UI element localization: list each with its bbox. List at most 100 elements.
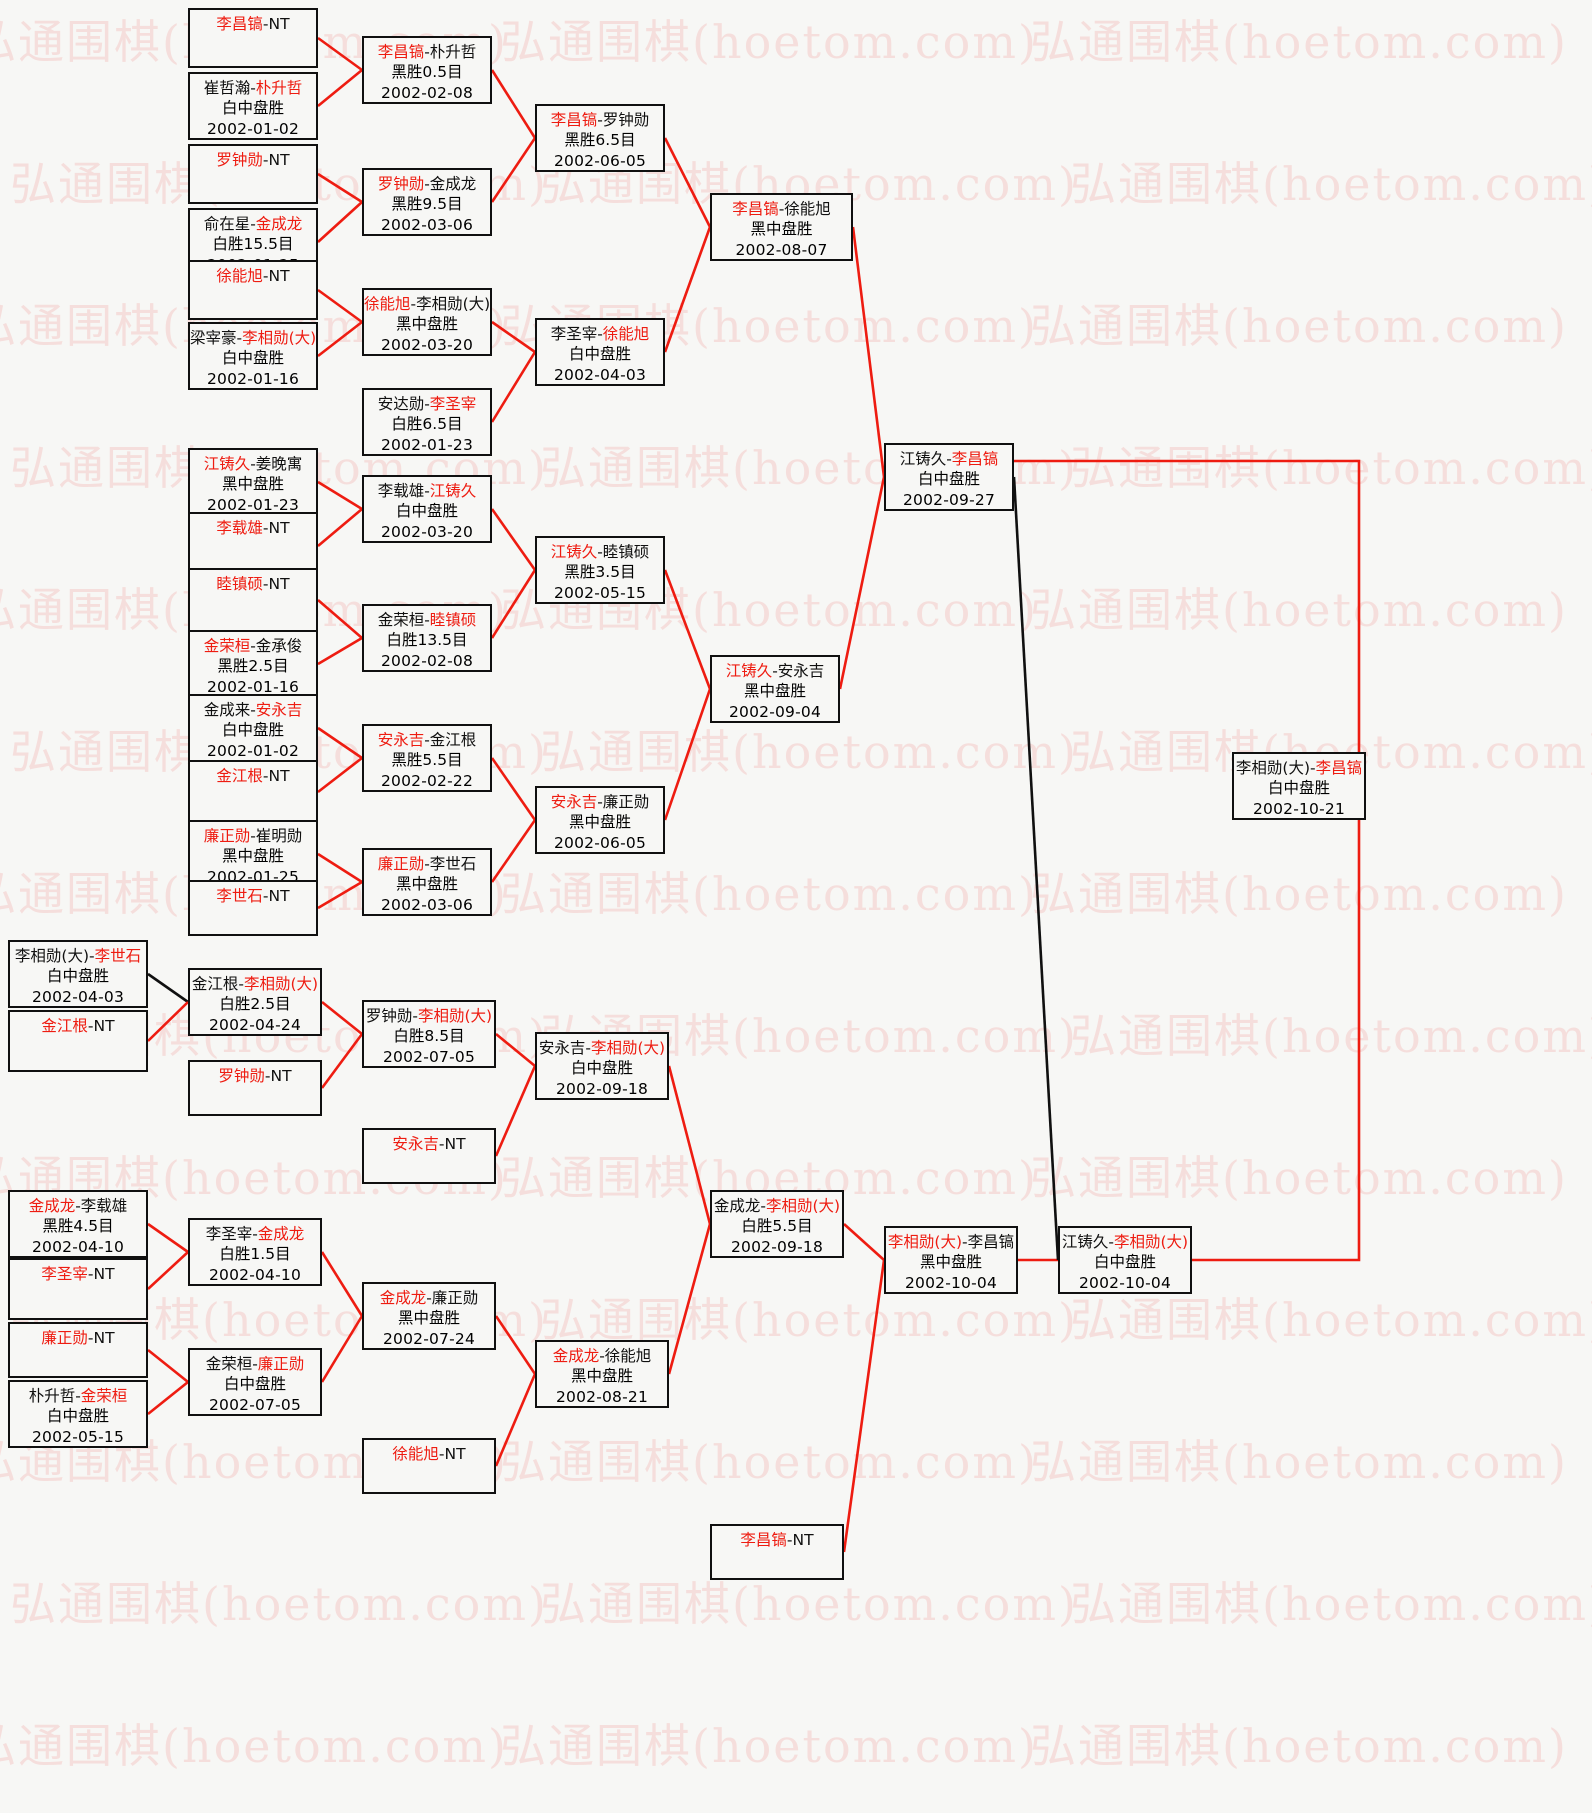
match-box[interactable]: 睦镇硕-NT xyxy=(188,568,318,632)
connector-line xyxy=(317,320,363,358)
connector-line xyxy=(851,226,886,478)
match-box[interactable]: 金江根-李相勋(大) 白胜2.5目 2002-04-24 xyxy=(188,968,322,1036)
match-result: 黑胜5.5目 xyxy=(391,751,463,770)
match-box[interactable]: 徐能旭-NT xyxy=(188,260,318,320)
match-box[interactable]: 安永吉-李相勋(大) 白中盘胜 2002-09-18 xyxy=(535,1032,669,1100)
match-date: 2002-04-24 xyxy=(208,1015,302,1034)
match-result: 黑胜3.5目 xyxy=(564,563,636,582)
match-box[interactable]: 崔哲瀚-朴升哲 白中盘胜 2002-01-02 xyxy=(188,72,318,140)
match-players: 江铸久-睦镇硕 xyxy=(550,543,650,561)
match-box[interactable]: 朴升哲-金荣桓 白中盘胜 2002-05-15 xyxy=(8,1380,148,1448)
connector-line xyxy=(317,852,363,884)
match-box[interactable]: 李世石-NT xyxy=(188,880,318,936)
match-box[interactable]: 梁宰豪-李相勋(大) 白中盘胜 2002-01-16 xyxy=(188,322,318,390)
match-box[interactable]: 江铸久-安永吉 黑中盘胜 2002-09-04 xyxy=(710,655,840,723)
match-box[interactable]: 江铸久-李相勋(大) 白中盘胜 2002-10-04 xyxy=(1058,1226,1192,1294)
match-box[interactable]: 徐能旭-NT xyxy=(362,1438,496,1494)
match-box[interactable]: 安永吉-金江根 黑胜5.5目 2002-02-22 xyxy=(362,724,492,792)
match-box[interactable]: 金成龙-廉正勋 黑中盘胜 2002-07-24 xyxy=(362,1282,496,1350)
match-box[interactable]: 江铸久-姜晚寓 黑中盘胜 2002-01-23 xyxy=(188,448,318,516)
match-players: 李相勋(大)-李昌镐 xyxy=(887,1233,1015,1251)
connector-line xyxy=(838,476,886,690)
match-box[interactable]: 廉正勋-NT xyxy=(8,1322,148,1378)
match-result: 白中盘胜 xyxy=(395,502,458,521)
match-date: 2002-01-02 xyxy=(206,119,300,138)
match-box[interactable]: 金荣桓-廉正勋 白中盘胜 2002-07-05 xyxy=(188,1348,322,1416)
match-box[interactable]: 安永吉-廉正勋 黑中盘胜 2002-06-05 xyxy=(535,786,665,854)
match-box[interactable]: 李圣宰-NT xyxy=(8,1258,148,1320)
match-box[interactable]: 罗钟勋-NT xyxy=(188,144,318,204)
connector-line xyxy=(317,599,363,639)
connector-line xyxy=(317,508,363,547)
match-players: 江铸久-李相勋(大) xyxy=(1061,1233,1189,1251)
match-box[interactable]: 李圣宰-金成龙 白胜1.5目 2002-04-10 xyxy=(188,1218,322,1286)
match-box[interactable]: 金荣桓-金承俊 黑胜2.5目 2002-01-16 xyxy=(188,630,318,698)
connector-line xyxy=(663,569,712,690)
connector-line xyxy=(490,819,537,883)
match-date: 2002-01-16 xyxy=(206,677,300,696)
match-box[interactable]: 江铸久-睦镇硕 黑胜3.5目 2002-05-15 xyxy=(535,536,665,604)
match-result: 黑中盘胜 xyxy=(395,315,458,334)
match-box[interactable]: 李圣宰-徐能旭 白中盘胜 2002-04-03 xyxy=(535,318,665,386)
match-players: 金成来-安永吉 xyxy=(203,701,303,719)
connector-line xyxy=(1012,476,1060,1261)
match-date: 2002-02-22 xyxy=(380,771,474,790)
match-box[interactable]: 李昌镐-朴升哲 黑胜0.5目 2002-02-08 xyxy=(362,36,492,104)
connector-line xyxy=(317,636,363,666)
match-players: 李昌镐-NT xyxy=(740,1531,814,1549)
match-box[interactable]: 徐能旭-李相勋(大) 黑中盘胜 2002-03-20 xyxy=(362,288,492,356)
match-players: 罗钟勋-NT xyxy=(218,1067,292,1085)
match-box[interactable]: 罗钟勋-NT xyxy=(188,1060,322,1116)
match-box[interactable]: 金成来-安永吉 白中盘胜 2002-01-02 xyxy=(188,694,318,762)
connector-line xyxy=(317,756,363,794)
match-box[interactable]: 李载雄-江铸久 白中盘胜 2002-03-20 xyxy=(362,475,492,543)
match-box[interactable]: 江铸久-李昌镐 白中盘胜 2002-09-27 xyxy=(884,443,1014,511)
connector-line xyxy=(147,972,189,1004)
match-box[interactable]: 罗钟勋-金成龙 黑胜9.5目 2002-03-06 xyxy=(362,168,492,236)
match-result: 黑中盘胜 xyxy=(395,875,458,894)
match-box[interactable]: 金江根-NT xyxy=(8,1010,148,1072)
connector-line xyxy=(1192,784,1366,1262)
match-box[interactable]: 廉正勋-李世石 黑中盘胜 2002-03-06 xyxy=(362,848,492,916)
match-date: 2002-02-08 xyxy=(380,651,474,670)
match-box[interactable]: 李昌镐-NT xyxy=(710,1524,844,1580)
match-date: 2002-03-06 xyxy=(380,215,474,234)
match-players: 李圣宰-徐能旭 xyxy=(550,325,650,343)
connector-line xyxy=(494,1065,537,1157)
match-players: 安永吉-金江根 xyxy=(377,731,477,749)
match-players: 梁宰豪-李相勋(大) xyxy=(190,329,317,347)
match-box[interactable]: 李相勋(大)-李昌镐 黑中盘胜 2002-10-04 xyxy=(884,1226,1018,1294)
match-result: 白中盘胜 xyxy=(917,470,980,489)
match-players: 金成龙-廉正勋 xyxy=(379,1289,479,1307)
match-box[interactable]: 金成龙-李载雄 黑胜4.5目 2002-04-10 xyxy=(8,1190,148,1258)
match-players: 金成龙-李相勋(大) xyxy=(713,1197,841,1215)
match-result: 白中盘胜 xyxy=(221,721,284,740)
connector-line xyxy=(147,1222,189,1254)
match-box[interactable]: 李相勋(大)-李世石 白中盘胜 2002-04-03 xyxy=(8,940,148,1008)
match-box[interactable]: 安达勋-李圣宰 白胜6.5目 2002-01-23 xyxy=(362,388,492,456)
match-players: 安永吉-NT xyxy=(392,1135,466,1153)
match-result: 白胜13.5目 xyxy=(386,631,468,650)
connector-line xyxy=(320,1315,364,1383)
match-players: 李载雄-江铸久 xyxy=(377,482,477,500)
connector-line xyxy=(491,320,536,354)
match-box[interactable]: 金荣桓-睦镇硕 白胜13.5目 2002-02-08 xyxy=(362,604,492,672)
match-box[interactable]: 金成龙-徐能旭 黑中盘胜 2002-08-21 xyxy=(535,1340,669,1408)
match-box[interactable]: 罗钟勋-李相勋(大) 白胜8.5目 2002-07-05 xyxy=(362,1000,496,1068)
match-box[interactable]: 廉正勋-崔明勋 黑中盘胜 2002-01-25 xyxy=(188,820,318,888)
match-box[interactable]: 安永吉-NT xyxy=(362,1128,496,1184)
connector-line xyxy=(147,1001,189,1042)
match-box[interactable]: 李相勋(大)-李昌镐 白中盘胜 2002-10-21 xyxy=(1232,752,1366,820)
match-players: 安永吉-廉正勋 xyxy=(550,793,650,811)
match-date: 2002-08-21 xyxy=(555,1387,649,1406)
match-result: 白胜1.5目 xyxy=(219,1245,291,1264)
match-box[interactable]: 金江根-NT xyxy=(188,760,318,824)
match-box[interactable]: 金成龙-李相勋(大) 白胜5.5目 2002-09-18 xyxy=(710,1190,844,1258)
match-players: 李圣宰-NT xyxy=(41,1265,115,1283)
match-box[interactable]: 李昌镐-徐能旭 黑中盘胜 2002-08-07 xyxy=(710,193,853,261)
connector-line xyxy=(321,1000,363,1036)
match-box[interactable]: 李昌镐-罗钟勋 黑胜6.5目 2002-06-05 xyxy=(535,104,665,172)
match-box[interactable]: 李昌镐-NT xyxy=(188,8,318,68)
